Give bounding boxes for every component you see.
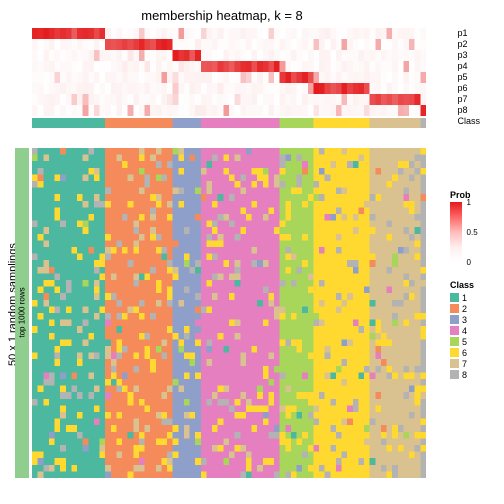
class-label: 1	[462, 293, 467, 303]
prob-tick: 0.5	[467, 228, 478, 237]
row-label: p2	[457, 39, 480, 50]
class-label: 8	[462, 370, 467, 380]
class-legend-item: 6	[450, 347, 500, 358]
prob-gradient	[450, 202, 462, 262]
class-swatch	[450, 348, 459, 357]
row-label: Class	[457, 116, 480, 127]
row-label: p5	[457, 72, 480, 83]
class-swatch	[450, 315, 459, 324]
class-legend-item: 3	[450, 314, 500, 325]
class-legend-item: 1	[450, 292, 500, 303]
class-legend: Class 12345678	[450, 280, 500, 380]
class-swatch	[450, 326, 459, 335]
row-annotation-label: top 1000 rows	[18, 268, 27, 358]
class-legend-item: 2	[450, 303, 500, 314]
class-label: 4	[462, 326, 467, 336]
class-label: 7	[462, 359, 467, 369]
class-swatch	[450, 359, 459, 368]
class-swatch	[450, 293, 459, 302]
side-label-container: 50 x 1 random samplings	[3, 150, 15, 450]
class-legend-item: 5	[450, 336, 500, 347]
row-label: p4	[457, 61, 480, 72]
class-legend-item: 7	[450, 358, 500, 369]
class-swatch	[450, 370, 459, 379]
prob-legend-title: Prob	[450, 190, 500, 200]
class-label: 3	[462, 315, 467, 325]
class-label: 2	[462, 304, 467, 314]
membership-probability-heatmap	[32, 28, 426, 116]
row-label: p7	[457, 94, 480, 105]
class-legend-item: 4	[450, 325, 500, 336]
row-label: p1	[457, 28, 480, 39]
p-row-labels: p1p2p3p4p5p6p7p8Class	[457, 28, 480, 127]
row-annotation-bar: top 1000 rows	[15, 148, 29, 478]
sampling-heatmap	[32, 148, 426, 478]
class-label: 6	[462, 348, 467, 358]
row-label: p6	[457, 83, 480, 94]
prob-tick: 0	[467, 258, 471, 267]
class-label: 5	[462, 337, 467, 347]
chart-title: membership heatmap, k = 8	[0, 8, 444, 23]
prob-tick: 1	[467, 198, 471, 207]
class-annotation-bar	[32, 118, 426, 128]
class-legend-item: 8	[450, 369, 500, 380]
prob-legend: Prob 10.50	[450, 190, 500, 262]
class-legend-title: Class	[450, 280, 500, 290]
row-label: p8	[457, 105, 480, 116]
class-swatch	[450, 304, 459, 313]
row-label: p3	[457, 50, 480, 61]
class-swatch	[450, 337, 459, 346]
